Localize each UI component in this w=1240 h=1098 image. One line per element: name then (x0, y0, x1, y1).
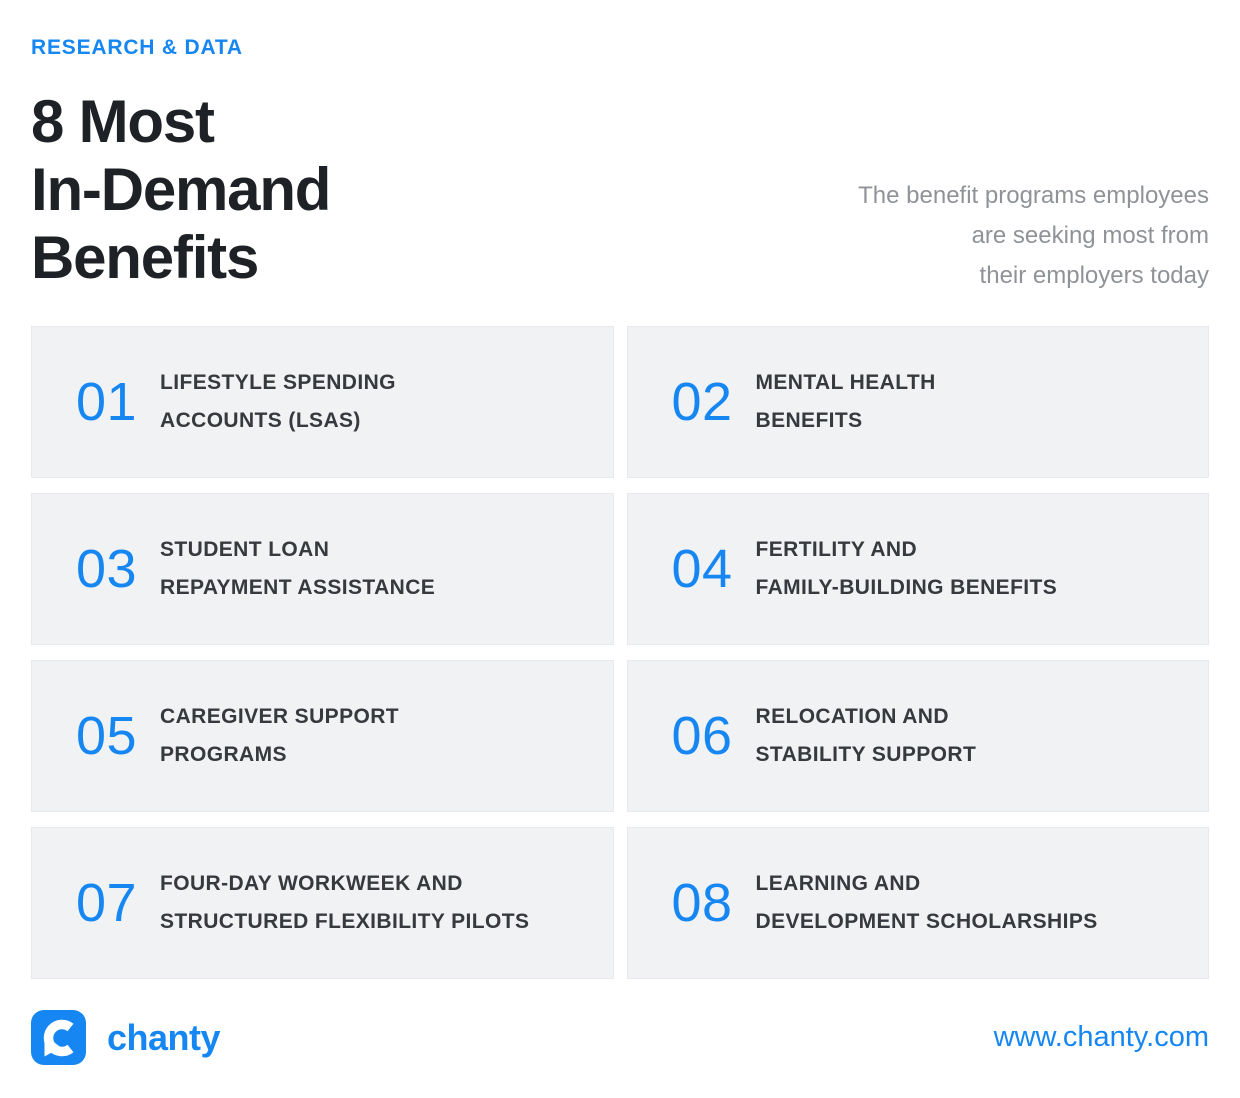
benefit-title: STUDENT LOAN REPAYMENT ASSISTANCE (160, 531, 435, 607)
footer: chanty www.chanty.com (31, 1010, 1209, 1065)
page-title: 8 Most In-Demand Benefits (31, 88, 1209, 292)
website-url-link[interactable]: www.chanty.com (993, 1021, 1209, 1053)
benefit-title-line-1: CAREGIVER SUPPORT (160, 705, 399, 728)
benefit-title-line-1: LIFESTYLE SPENDING (160, 371, 396, 394)
page-title-line-3: Benefits (31, 224, 259, 291)
benefit-card-05: 05 CAREGIVER SUPPORT PROGRAMS (31, 660, 614, 812)
benefit-title: RELOCATION AND STABILITY SUPPORT (756, 698, 977, 774)
benefit-title: FERTILITY AND FAMILY-BUILDING BENEFITS (756, 531, 1058, 607)
benefit-card-08: 08 LEARNING AND DEVELOPMENT SCHOLARSHIPS (626, 827, 1209, 979)
benefit-title-line-2: PROGRAMS (160, 743, 287, 766)
benefit-number: 03 (76, 539, 138, 599)
benefit-card-03: 03 STUDENT LOAN REPAYMENT ASSISTANCE (31, 493, 614, 645)
benefit-title-line-2: STABILITY SUPPORT (755, 743, 977, 766)
benefits-grid: 01 LIFESTYLE SPENDING ACCOUNTS (LSAS) 02… (31, 326, 1209, 979)
benefit-title-line-1: MENTAL HEALTH (755, 371, 936, 394)
benefit-card-06: 06 RELOCATION AND STABILITY SUPPORT (626, 660, 1209, 812)
benefit-number: 01 (76, 372, 138, 432)
benefit-card-04: 04 FERTILITY AND FAMILY-BUILDING BENEFIT… (626, 493, 1209, 645)
benefit-title: MENTAL HEALTH BENEFITS (756, 364, 936, 440)
page-subtitle-line-3: their employers today (979, 262, 1209, 289)
benefit-card-07: 07 FOUR-DAY WORKWEEK AND STRUCTURED FLEX… (31, 827, 614, 979)
benefit-number: 02 (671, 372, 733, 432)
benefit-number: 04 (671, 539, 733, 599)
benefit-title-line-1: STUDENT LOAN (160, 538, 330, 561)
benefit-title: LIFESTYLE SPENDING ACCOUNTS (LSAS) (160, 364, 396, 440)
benefit-number: 06 (671, 706, 733, 766)
benefit-title-line-1: LEARNING AND (755, 872, 921, 895)
chanty-logo-icon (31, 1010, 86, 1065)
benefit-title: CAREGIVER SUPPORT PROGRAMS (160, 698, 399, 774)
page-title-line-2: In-Demand (31, 156, 331, 223)
header: RESEARCH & DATA 8 Most In-Demand Benefit… (31, 36, 1209, 292)
brand-logo: chanty (31, 1010, 221, 1065)
page-subtitle-line-2: are seeking most from (971, 222, 1209, 249)
benefit-title-line-1: FERTILITY AND (755, 538, 918, 561)
benefit-title-line-2: DEVELOPMENT SCHOLARSHIPS (755, 910, 1098, 933)
benefit-title-line-2: FAMILY-BUILDING BENEFITS (755, 576, 1058, 599)
benefit-number: 08 (671, 873, 733, 933)
benefit-title-line-1: RELOCATION AND (755, 705, 949, 728)
page-subtitle-line-1: The benefit programs employees (858, 182, 1209, 209)
brand-wordmark: chanty (107, 1016, 221, 1058)
benefit-card-02: 02 MENTAL HEALTH BENEFITS (626, 326, 1209, 478)
benefit-title-line-1: FOUR-DAY WORKWEEK AND (160, 872, 463, 895)
benefit-title-line-2: ACCOUNTS (LSAS) (160, 409, 361, 432)
benefit-number: 07 (76, 873, 138, 933)
benefit-title: FOUR-DAY WORKWEEK AND STRUCTURED FLEXIBI… (160, 865, 529, 941)
benefit-title-line-2: STRUCTURED FLEXIBILITY PILOTS (160, 910, 530, 933)
benefit-title-line-2: REPAYMENT ASSISTANCE (160, 576, 436, 599)
benefit-title: LEARNING AND DEVELOPMENT SCHOLARSHIPS (756, 865, 1098, 941)
benefit-card-01: 01 LIFESTYLE SPENDING ACCOUNTS (LSAS) (31, 326, 614, 478)
benefit-title-line-2: BENEFITS (755, 409, 863, 432)
page-subtitle: The benefit programs employees are seeki… (858, 176, 1209, 296)
eyebrow-label: RESEARCH & DATA (31, 36, 243, 59)
benefit-number: 05 (76, 706, 138, 766)
page-title-line-1: 8 Most (31, 88, 215, 155)
